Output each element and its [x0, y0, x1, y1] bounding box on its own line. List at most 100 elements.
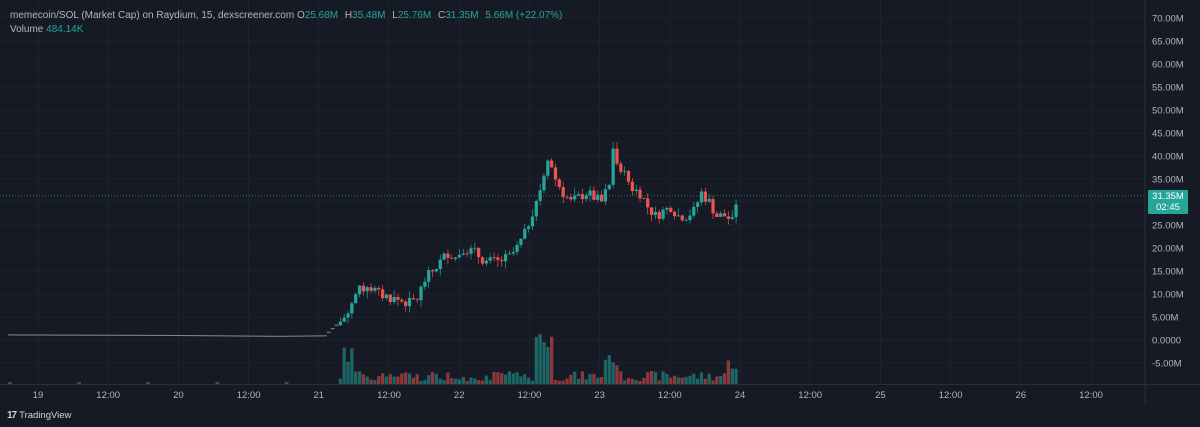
- candle: [338, 321, 342, 326]
- candle: [515, 244, 519, 252]
- candle: [400, 299, 404, 302]
- volume-bar: [377, 376, 381, 384]
- candle: [388, 294, 392, 302]
- volume-bar: [519, 376, 523, 384]
- candle: [442, 253, 446, 260]
- volume-bar: [734, 368, 738, 384]
- volume-bar: [373, 380, 377, 384]
- volume-bar: [711, 380, 715, 384]
- y-tick-label: 50.00M: [1152, 106, 1184, 117]
- x-tick-label: 12:00: [939, 390, 963, 401]
- volume-bar: [388, 374, 392, 384]
- candle: [557, 179, 561, 187]
- x-tick-label: 21: [314, 390, 325, 401]
- volume-bar: [569, 374, 573, 384]
- volume-bar: [649, 371, 654, 384]
- candle: [373, 287, 377, 291]
- volume-bar: [596, 377, 600, 384]
- candle: [461, 253, 465, 255]
- volume-bar: [461, 376, 465, 384]
- x-tick-label: 20: [173, 390, 184, 401]
- volume-bar: [623, 380, 627, 384]
- volume-bar: [538, 334, 542, 384]
- candle: [707, 198, 711, 202]
- candle: [488, 257, 492, 261]
- candle: [404, 301, 408, 307]
- volume-bar: [553, 379, 558, 384]
- candle: [653, 211, 658, 215]
- volume-bar: [480, 380, 485, 384]
- symbol-title[interactable]: memecoin/SOL (Market Cap) on Raydium, 15…: [10, 10, 295, 21]
- candle: [619, 163, 623, 172]
- candle: [377, 287, 381, 290]
- bar-countdown: 02:45: [1156, 202, 1180, 213]
- volume-bar: [400, 373, 404, 384]
- candle: [596, 194, 600, 200]
- x-tick-label: 23: [594, 390, 605, 401]
- candle: [419, 286, 423, 301]
- candle: [503, 254, 508, 262]
- candle: [346, 313, 350, 318]
- candle: [380, 289, 385, 299]
- volume-bar: [561, 380, 565, 384]
- y-tick-label: 40.00M: [1152, 152, 1184, 163]
- x-tick-label: 19: [33, 390, 44, 401]
- x-tick-label: 26: [1016, 390, 1027, 401]
- candle: [615, 148, 619, 164]
- candle: [646, 198, 650, 208]
- chart-legend: memecoin/SOL (Market Cap) on Raydium, 15…: [10, 9, 566, 37]
- candle: [642, 198, 646, 200]
- candle: [384, 294, 389, 299]
- x-tick-label: 12:00: [237, 390, 261, 401]
- close-value: 31.35M: [445, 10, 479, 21]
- candle: [569, 196, 573, 200]
- candle: [511, 251, 515, 254]
- volume-bar: [523, 374, 527, 384]
- candle: [534, 200, 538, 217]
- candle: [730, 217, 734, 219]
- candle: [526, 226, 531, 229]
- candle: [523, 228, 527, 239]
- candle: [630, 181, 634, 192]
- x-tick-label: 22: [454, 390, 465, 401]
- y-tick-label: 35.00M: [1152, 175, 1184, 186]
- tradingview-logo[interactable]: 17 TradingView: [7, 410, 71, 421]
- candle: [457, 254, 462, 258]
- candle: [592, 190, 596, 200]
- candle: [603, 189, 608, 202]
- volume-bar: [634, 380, 638, 384]
- candle: [623, 170, 627, 172]
- volume-label[interactable]: Volume: [10, 24, 44, 35]
- volume-bar: [646, 372, 650, 384]
- volume-bar: [534, 336, 538, 384]
- candle: [669, 207, 673, 212]
- candle: [473, 247, 477, 249]
- candle: [580, 194, 585, 200]
- volume-bar: [427, 375, 431, 384]
- volume-bar: [730, 368, 734, 384]
- x-tick-label: 12:00: [96, 390, 120, 401]
- candle: [465, 253, 469, 255]
- y-tick-label: 15.00M: [1152, 267, 1184, 278]
- volume-bar: [661, 371, 665, 384]
- change-value: 5.66M (+22.07%): [485, 10, 563, 21]
- volume-bar: [703, 378, 707, 384]
- y-tick-label: -5.00M: [1152, 359, 1182, 370]
- volume-bar: [592, 373, 596, 384]
- volume-bar: [542, 341, 546, 384]
- candle: [573, 195, 577, 200]
- volume-bar: [469, 377, 473, 384]
- y-tick-label: 70.00M: [1152, 14, 1184, 25]
- candle: [565, 196, 569, 198]
- volume-bar: [415, 374, 419, 384]
- volume-bar: [611, 362, 615, 384]
- candle: [649, 207, 654, 215]
- last-price-tag: 31.35M 02:45: [1148, 190, 1188, 214]
- candle: [342, 317, 346, 322]
- candle: [392, 296, 396, 302]
- candle: [692, 206, 696, 216]
- high-key: H: [344, 10, 353, 21]
- candle: [699, 191, 704, 203]
